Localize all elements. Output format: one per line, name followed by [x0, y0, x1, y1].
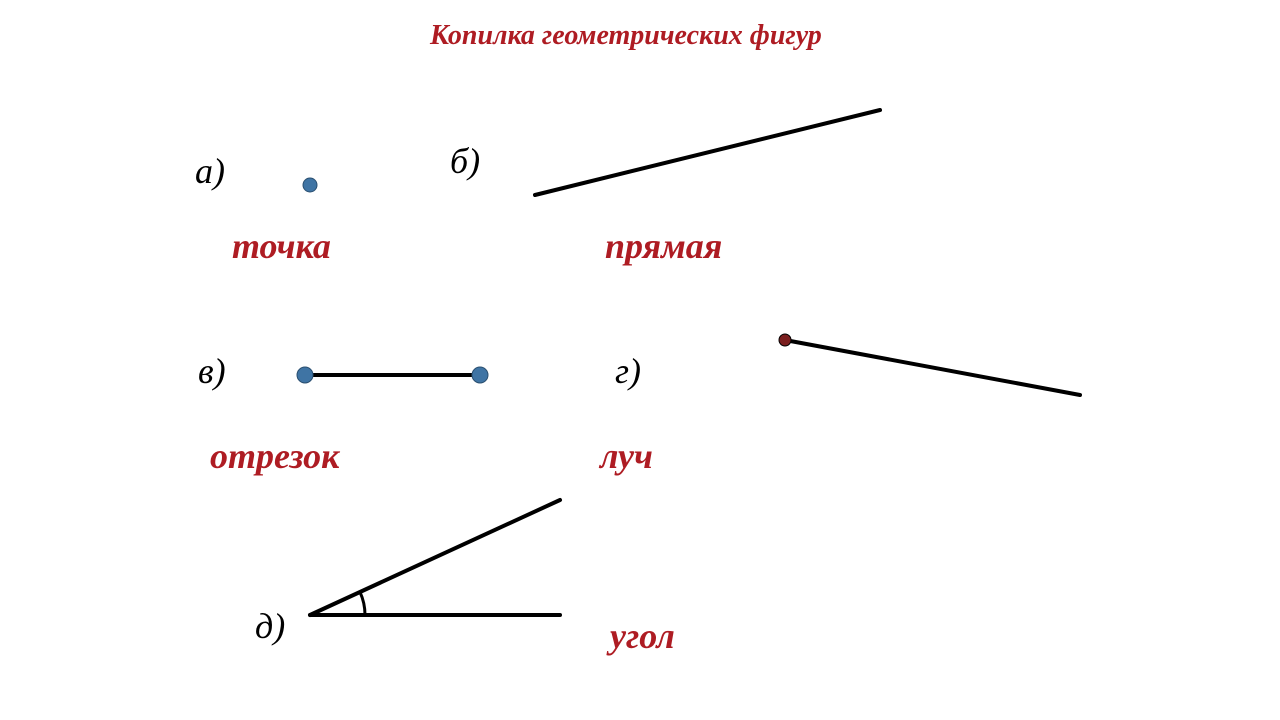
shape-angle — [0, 0, 1280, 720]
diagram-canvas: { "title": { "text": "Копилка геометриче… — [0, 0, 1280, 720]
angle-arc — [360, 592, 365, 615]
angle-side-a — [310, 500, 560, 615]
caption-angle: угол — [610, 615, 675, 657]
